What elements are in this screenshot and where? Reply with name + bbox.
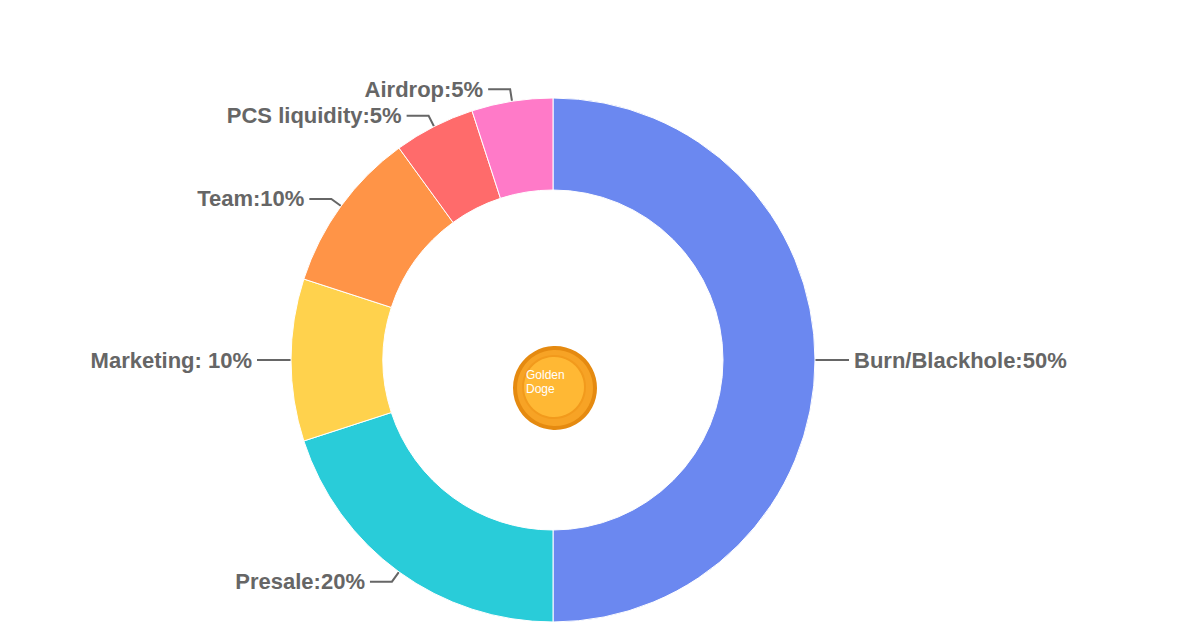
svg-text:Doge: Doge bbox=[526, 382, 555, 396]
svg-text:Team:10%: Team:10% bbox=[197, 186, 304, 211]
svg-text:Presale:20%: Presale:20% bbox=[235, 569, 365, 594]
svg-text:Marketing: 10%: Marketing: 10% bbox=[91, 348, 252, 373]
svg-text:PCS liquidity:5%: PCS liquidity:5% bbox=[227, 103, 402, 128]
svg-text:Burn/Blackhole:50%: Burn/Blackhole:50% bbox=[854, 348, 1067, 373]
svg-text:Airdrop:5%: Airdrop:5% bbox=[365, 77, 484, 102]
svg-text:Golden: Golden bbox=[526, 368, 568, 382]
